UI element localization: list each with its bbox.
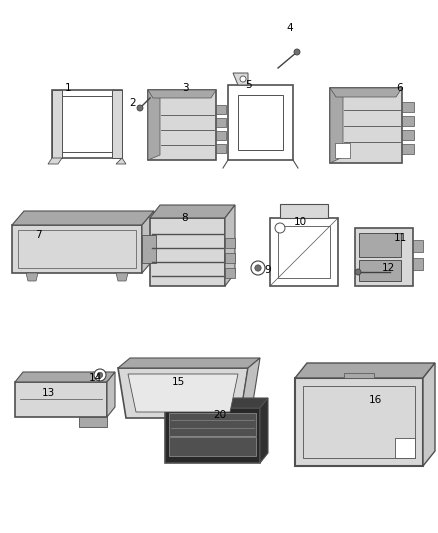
Text: 16: 16 — [368, 395, 381, 405]
Polygon shape — [107, 372, 115, 417]
Bar — [150, 218, 225, 286]
Bar — [79, 417, 107, 427]
Text: 13: 13 — [41, 388, 55, 398]
Bar — [165, 408, 260, 463]
Polygon shape — [118, 358, 260, 368]
Polygon shape — [233, 73, 248, 85]
Text: 14: 14 — [88, 373, 102, 383]
Bar — [402, 130, 414, 140]
Bar — [413, 258, 423, 270]
Bar — [280, 204, 328, 218]
Bar — [402, 102, 414, 112]
Circle shape — [294, 49, 300, 55]
Text: 12: 12 — [381, 263, 395, 273]
Bar — [395, 438, 415, 458]
Polygon shape — [26, 273, 38, 281]
Bar — [413, 240, 423, 252]
Bar — [216, 118, 226, 127]
Text: 7: 7 — [35, 230, 41, 240]
Bar — [355, 228, 413, 286]
Bar — [52, 90, 62, 158]
Bar — [270, 218, 338, 286]
Bar — [278, 226, 330, 278]
Bar — [344, 373, 374, 378]
Polygon shape — [118, 368, 248, 418]
Polygon shape — [148, 90, 160, 160]
Bar — [15, 382, 107, 417]
Bar — [402, 116, 414, 126]
Polygon shape — [165, 398, 268, 408]
Polygon shape — [295, 363, 435, 378]
Polygon shape — [148, 90, 216, 98]
Bar — [169, 437, 256, 456]
Bar — [148, 90, 216, 160]
Polygon shape — [128, 374, 238, 412]
Bar — [225, 253, 235, 263]
Bar — [359, 233, 401, 257]
Bar — [216, 105, 226, 114]
Bar — [295, 378, 423, 466]
Text: 3: 3 — [182, 83, 188, 93]
Text: 8: 8 — [182, 213, 188, 223]
Bar — [112, 90, 122, 158]
Circle shape — [94, 369, 106, 381]
Polygon shape — [260, 398, 268, 463]
Bar — [335, 143, 350, 158]
Bar — [12, 225, 142, 273]
Text: 11: 11 — [393, 233, 406, 243]
Polygon shape — [330, 88, 343, 163]
Bar — [169, 413, 256, 436]
Bar — [238, 95, 283, 150]
Bar — [52, 90, 122, 158]
Circle shape — [275, 223, 285, 233]
Bar — [18, 230, 136, 268]
Text: 2: 2 — [130, 98, 136, 108]
Polygon shape — [116, 273, 128, 281]
Bar — [359, 260, 401, 281]
Polygon shape — [330, 88, 402, 97]
Text: 5: 5 — [245, 80, 251, 90]
Circle shape — [251, 261, 265, 275]
Bar — [225, 268, 235, 278]
Bar — [330, 88, 402, 163]
Bar — [142, 235, 156, 263]
Bar — [216, 131, 226, 140]
Circle shape — [255, 265, 261, 271]
Circle shape — [355, 269, 361, 275]
Polygon shape — [150, 205, 235, 218]
Bar — [228, 85, 293, 160]
Text: 15: 15 — [171, 377, 185, 387]
Text: 4: 4 — [287, 23, 293, 33]
Text: 20: 20 — [213, 410, 226, 420]
Circle shape — [240, 76, 246, 82]
Bar — [60, 96, 114, 152]
Polygon shape — [142, 211, 154, 273]
Text: 9: 9 — [265, 265, 271, 275]
Bar — [216, 144, 226, 153]
Text: 6: 6 — [397, 83, 403, 93]
Polygon shape — [48, 158, 62, 164]
Polygon shape — [240, 358, 260, 418]
Bar — [303, 386, 415, 458]
Polygon shape — [423, 363, 435, 466]
Polygon shape — [12, 211, 154, 225]
Polygon shape — [225, 205, 235, 286]
Text: 1: 1 — [65, 83, 71, 93]
Circle shape — [137, 105, 143, 111]
Polygon shape — [15, 372, 115, 382]
Bar — [225, 238, 235, 248]
Circle shape — [97, 372, 102, 378]
Text: 10: 10 — [293, 217, 307, 227]
Bar — [402, 144, 414, 154]
Polygon shape — [116, 158, 126, 164]
